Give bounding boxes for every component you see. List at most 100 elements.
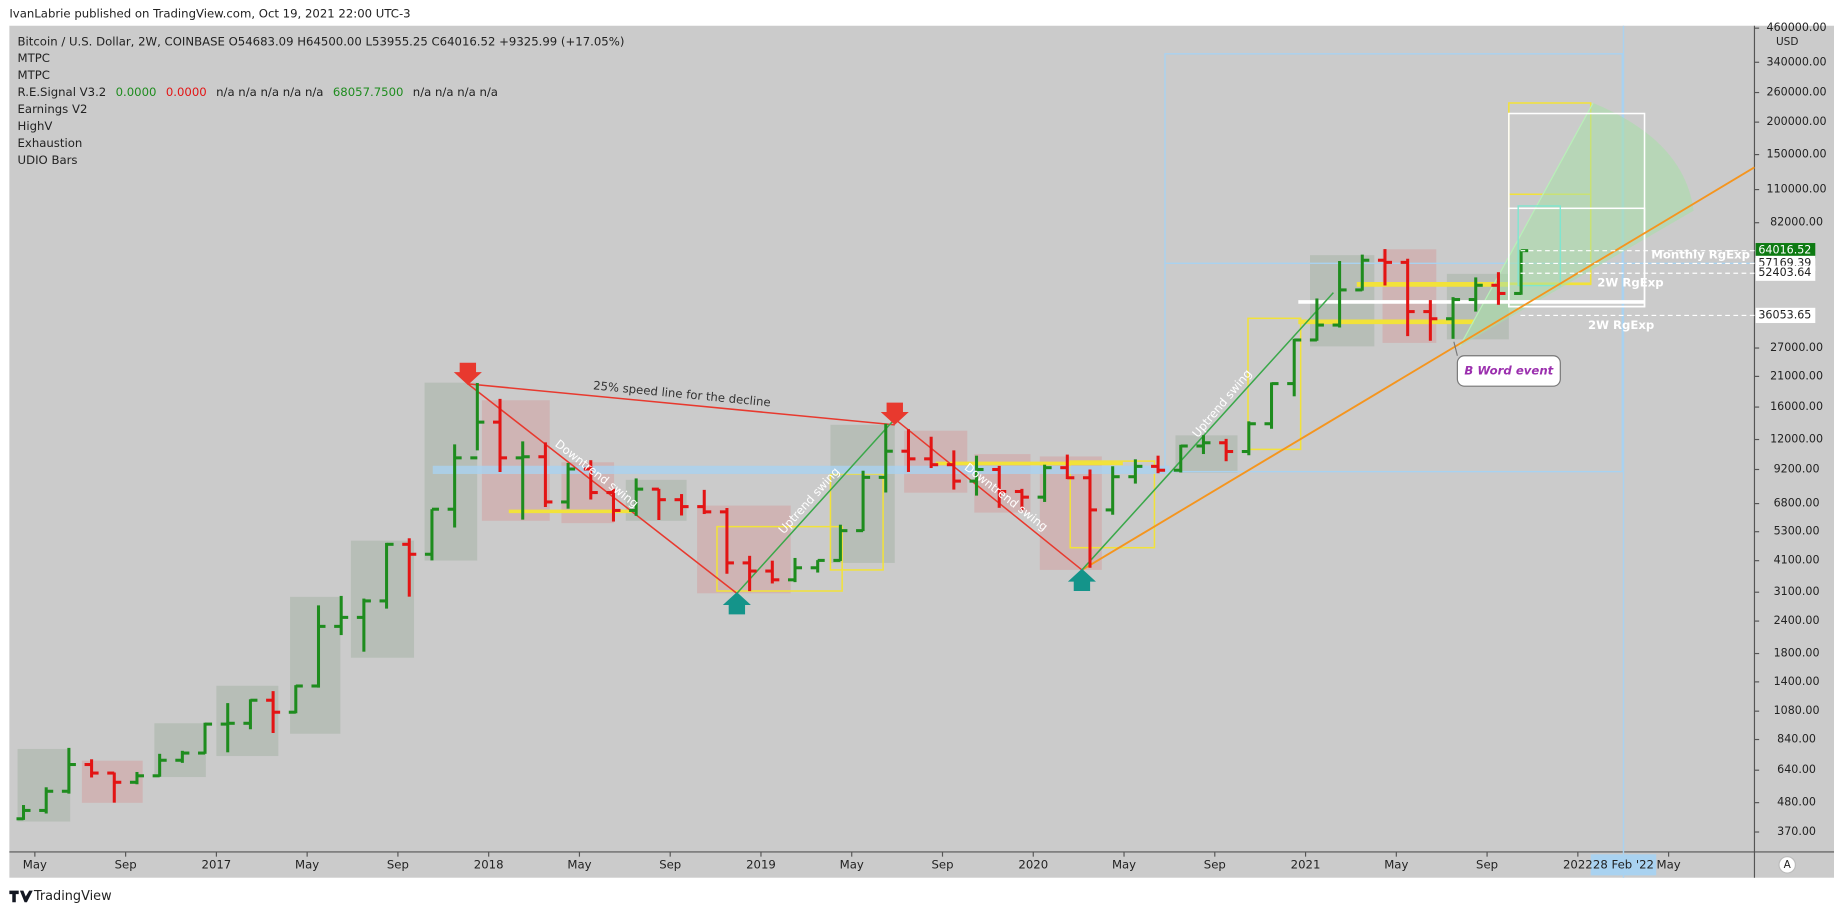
y-tick-label: 150000.00: [1767, 148, 1827, 161]
y-tick-label: 640.00: [1777, 763, 1816, 776]
price-label: 36053.65: [1758, 308, 1811, 321]
y-tick-label: 4100.00: [1774, 554, 1820, 567]
trend-line: [1081, 166, 1755, 571]
price-label-bg: [1755, 243, 1816, 259]
x-tick-label: May: [1657, 857, 1681, 871]
price-label: 64016.52: [1758, 244, 1811, 257]
event-callout: [1456, 355, 1561, 387]
x-tick-label: 2017: [202, 857, 232, 871]
x-tick-label: 2021: [1291, 857, 1321, 871]
y-tick-label: 27000.00: [1770, 341, 1823, 354]
x-tick-label: 2019: [746, 857, 776, 871]
y-tick-label: 21000.00: [1770, 369, 1823, 382]
auto-scale-label[interactable]: A: [1784, 859, 1792, 871]
y-tick-label: 3100.00: [1774, 585, 1820, 598]
x-tick-label: Sep: [659, 857, 681, 871]
signal-value: R.E.Signal V3.2: [18, 85, 107, 99]
sell-arrow: [880, 402, 909, 425]
event-label: B Word event: [1464, 363, 1553, 377]
range-box: [481, 400, 550, 521]
range-box: [1382, 249, 1437, 343]
y-tick-label: 1400.00: [1774, 675, 1820, 688]
y-tick-label: 110000.00: [1767, 183, 1827, 196]
white-box: [1508, 207, 1646, 308]
x-tick-label: May: [840, 857, 864, 871]
price-bars: [16, 249, 1529, 821]
x-tick-label: May: [1384, 857, 1408, 871]
y-tick-label: 840.00: [1777, 733, 1816, 746]
signal-value: 0.0000: [166, 85, 207, 99]
indicator-name: Exhaustion: [18, 136, 83, 150]
signal-value: 0.0000: [116, 85, 157, 99]
callout-pointer: [1453, 341, 1458, 356]
x-tick-label: May: [23, 857, 47, 871]
indicator-name: HighV: [18, 119, 53, 133]
indicator-name: MTPC: [18, 51, 50, 65]
x-tick-label: May: [295, 857, 319, 871]
price-label-bg: [1755, 307, 1816, 324]
y-tick-label: 1800.00: [1774, 647, 1820, 660]
x-tick-label: May: [1112, 857, 1136, 871]
y-tick-label: 480.00: [1777, 796, 1816, 809]
signal-value: 68057.7500: [333, 85, 404, 99]
y-tick-label: 82000.00: [1770, 216, 1823, 229]
indicator-name: UDIO Bars: [18, 153, 78, 167]
x-tick-label: Sep: [387, 857, 409, 871]
indicator-name: Earnings V2: [18, 102, 88, 116]
range-box: [350, 540, 415, 658]
y-tick-label: 340000.00: [1767, 55, 1827, 68]
y-tick-label: 12000.00: [1770, 433, 1823, 446]
price-label-bg: [1755, 265, 1816, 281]
indicator-name: MTPC: [18, 68, 50, 82]
x-tick-label: Sep: [931, 857, 953, 871]
range-box: [904, 430, 968, 493]
auto-scale-button[interactable]: [1778, 856, 1796, 874]
y-tick-label: 9200.00: [1774, 462, 1820, 475]
x-tick-label: Sep: [1476, 857, 1498, 871]
range-box: [290, 596, 341, 734]
swing-line: [1081, 292, 1334, 571]
range-box: [1175, 435, 1238, 473]
price-label: 52403.64: [1758, 266, 1811, 279]
speed-line: [467, 383, 895, 426]
plot-bg: [9, 25, 1834, 878]
y-tick-label: 370.00: [1777, 825, 1816, 838]
yellow-box: [1069, 460, 1156, 549]
annotation: Monthly RgExp: [1651, 248, 1750, 262]
range-box: [154, 723, 206, 778]
signal-value: n/a n/a n/a n/a n/a: [216, 85, 323, 99]
y-tick-label: 16000.00: [1770, 400, 1823, 413]
yellow-box: [1247, 317, 1302, 451]
publisher: IvanLabrie published on TradingView.com,…: [9, 7, 410, 21]
x-tick-label: Sep: [115, 857, 137, 871]
y-tick-label: 5300.00: [1774, 525, 1820, 538]
x-tick-label: 2022: [1563, 857, 1593, 871]
crosshair-label: 28 Feb '22: [1593, 857, 1654, 871]
y-tick-label: 2400.00: [1774, 614, 1820, 627]
y-tick-label: 460000.00: [1767, 21, 1827, 34]
axis-unit: USD: [1776, 36, 1798, 48]
y-tick-label: 6800.00: [1774, 497, 1820, 510]
buy-arrow: [722, 592, 751, 615]
annotation: 2W RgExp: [1597, 276, 1663, 290]
series-legend: Bitcoin / U.S. Dollar, 2W, COINBASE O546…: [18, 35, 625, 49]
y-tick-label: 1080.00: [1774, 704, 1820, 717]
drawings: [17, 25, 1755, 878]
indicator-legend: MTPC MTPC R.E.Signal V3.2 0.0000 0.0000 n/a n…: [18, 51, 498, 167]
y-tick-label: 260000.00: [1767, 86, 1827, 99]
teal-box: [1517, 205, 1562, 287]
x-tick-label: May: [567, 857, 591, 871]
y-tick-label: 200000.00: [1767, 115, 1827, 128]
yellow-box: [716, 525, 843, 592]
brand: TradingView: [33, 889, 112, 904]
annotation: 2W RgExp: [1588, 318, 1654, 332]
sell-arrow: [453, 362, 482, 386]
blue-band: [432, 465, 1170, 474]
x-tick-label: 2020: [1018, 857, 1048, 871]
crosshair-label-bg: [1590, 854, 1657, 876]
swing-line: [894, 418, 1083, 571]
swing-line: [736, 418, 896, 594]
signal-value: n/a n/a n/a n/a: [413, 85, 498, 99]
